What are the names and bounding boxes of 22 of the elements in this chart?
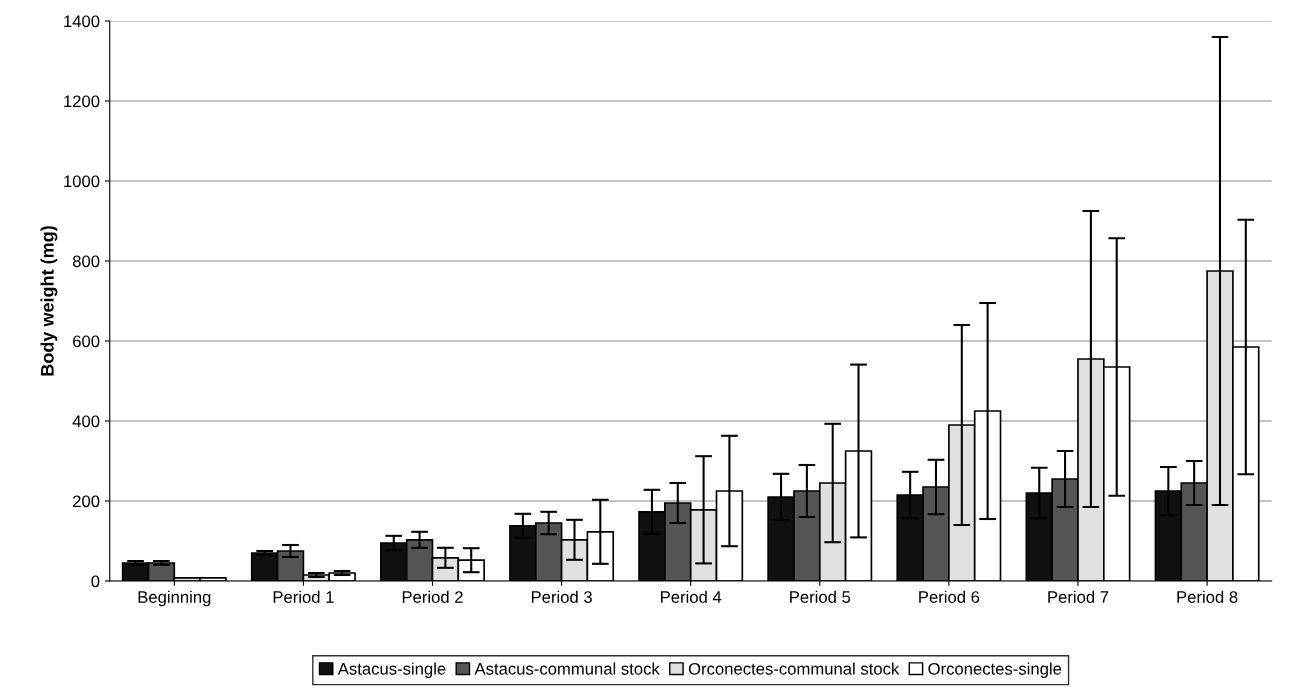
y-tick-label: 600	[73, 335, 100, 348]
y-tick-label: 1200	[64, 95, 100, 108]
y-axis-title: Body weight (mg)	[40, 226, 58, 376]
x-tick-label: Period 4	[661, 590, 722, 603]
x-tick-label: Period 8	[1177, 590, 1238, 603]
x-tick-label: Beginning	[138, 590, 211, 607]
y-tick-label: 400	[72, 415, 100, 428]
y-tick-label: 800	[72, 255, 100, 268]
x-tick-label: Period 7	[1048, 590, 1109, 603]
legend-label: Astacus-single	[337, 662, 446, 678]
y-tick-label: 1000	[64, 175, 100, 188]
x-tick-label: Period 1	[273, 590, 334, 603]
legend-label: Astacus-communal stock	[474, 662, 660, 675]
legend-label: Orconectes-communal stock	[688, 662, 900, 675]
x-tick-label: Period 3	[531, 590, 592, 603]
x-tick-label: Period 2	[402, 590, 463, 603]
y-tick-label: 1400	[64, 15, 100, 28]
x-tick-label: Period 5	[790, 590, 851, 603]
y-tick-label: 0	[91, 575, 100, 588]
y-tick-label: 200	[73, 495, 100, 508]
legend-label: Orconectes-single	[928, 662, 1062, 678]
x-tick-label: Period 6	[919, 590, 980, 603]
